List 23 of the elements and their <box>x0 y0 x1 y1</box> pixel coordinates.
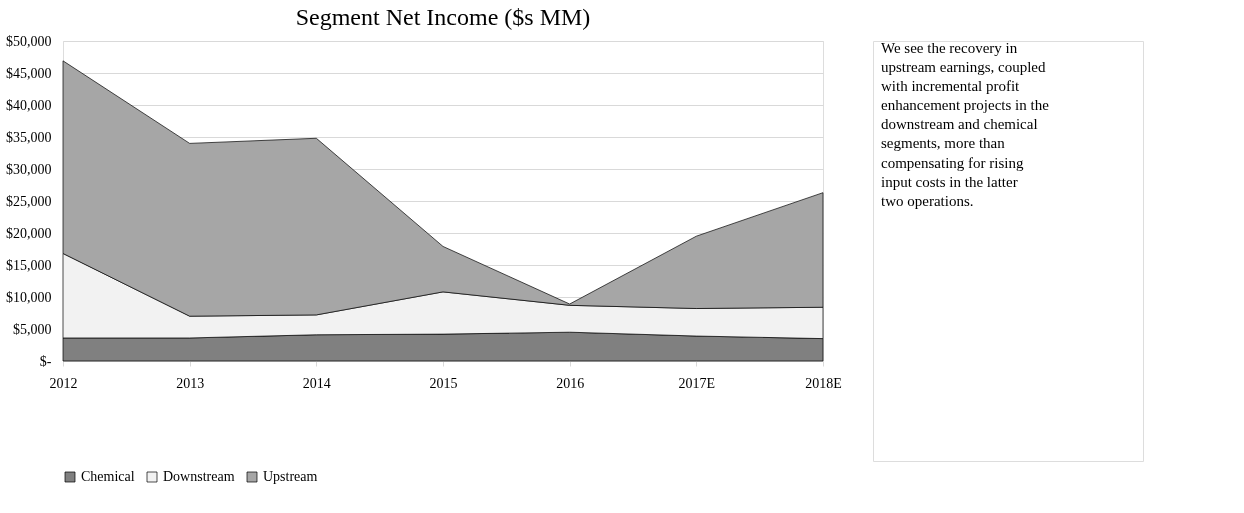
y-tick-label: $30,000 <box>6 161 52 177</box>
y-tick-label: $40,000 <box>6 97 52 113</box>
chart-title: Segment Net Income ($s MM) <box>295 4 591 30</box>
legend-label: Downstream <box>163 469 235 484</box>
legend-label: Upstream <box>263 469 318 484</box>
y-tick-label: $10,000 <box>6 289 52 305</box>
x-tick-label: 2018E <box>805 375 842 391</box>
y-tick-label: $5,000 <box>13 321 52 337</box>
y-tick-label: $- <box>39 353 52 369</box>
legend-label: Chemical <box>81 469 135 484</box>
y-tick-label: $20,000 <box>6 225 52 241</box>
x-tick-label: 2013 <box>176 375 205 391</box>
y-tick-label: $35,000 <box>6 129 52 145</box>
y-tick-label: $50,000 <box>6 33 52 49</box>
text: We see the recovery in upstream earnings, coupled with incremental profit enhancement projects in the downstream and chemical segments, more than compensating for rising input costs in the latter two operations. <box>881 40 1049 209</box>
x-tick-label: 2012 <box>49 375 78 391</box>
x-tick-label: 2015 <box>429 375 458 391</box>
y-tick-label: $25,000 <box>6 193 52 209</box>
y-tick-label: $45,000 <box>6 65 52 81</box>
y-tick-label: $15,000 <box>6 257 52 273</box>
x-tick-label: 2014 <box>302 375 331 391</box>
x-tick-label: 2017E <box>678 375 716 391</box>
x-tick-label: 2016 <box>556 375 585 391</box>
